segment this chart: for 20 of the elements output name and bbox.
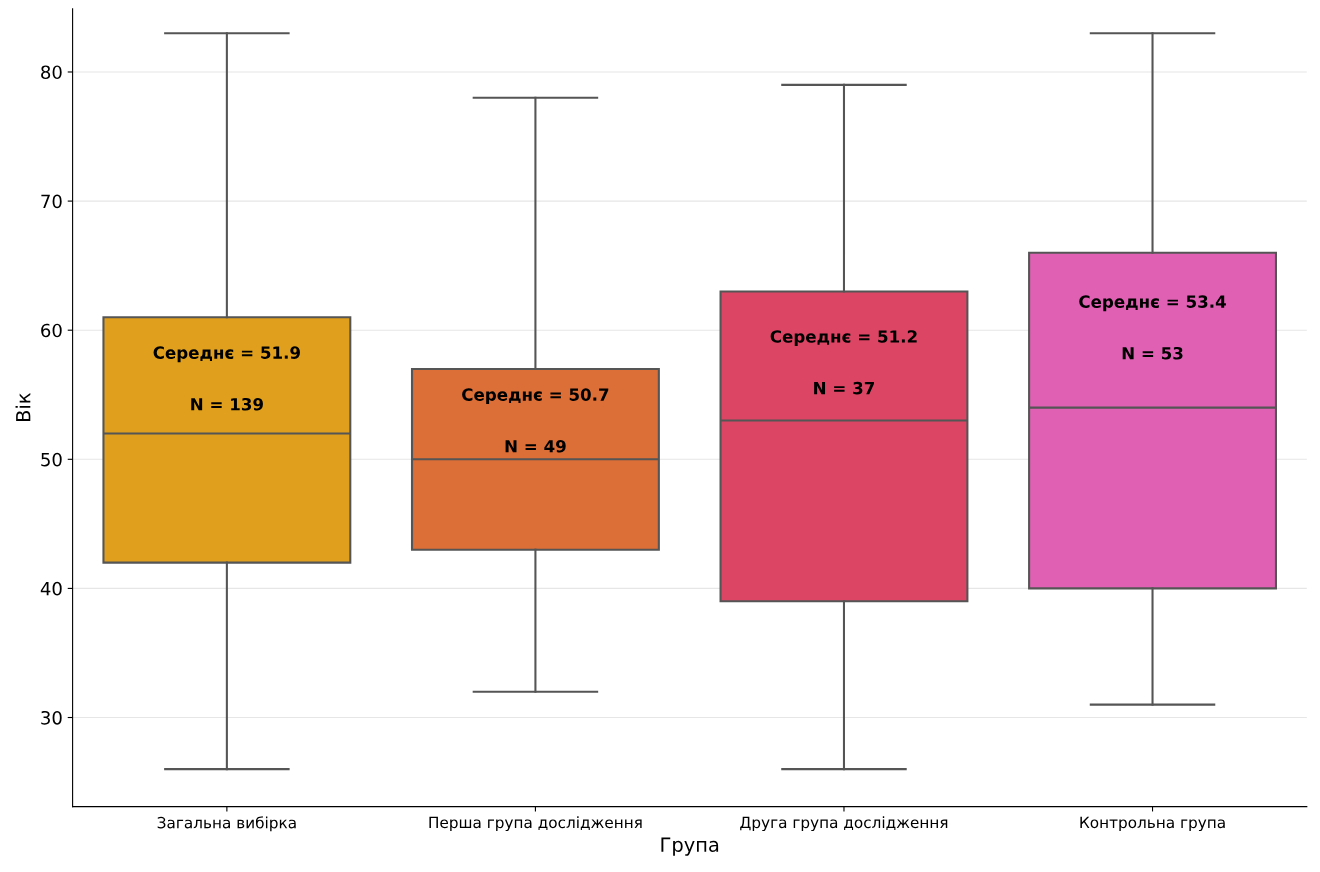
x-tick-label: Контрольна група [1080,816,1225,832]
annotation: N = 49 [505,439,566,453]
annotation: N = 37 [814,381,875,395]
y-tick-label: 70 [41,194,62,209]
y-tick-label: 40 [40,581,62,596]
annotation: Середнє = 53.4 [1079,295,1226,312]
annotation: Середнє = 51.2 [770,330,917,347]
y-tick-label: 60 [41,323,62,338]
annotation: Середнє = 50.7 [462,388,609,405]
y-tick-label: 80 [41,65,62,80]
x-tick-label: Друга група дослідження [740,816,948,832]
annotation: Середнє = 51.9 [153,346,300,363]
x-axis-title: Група [661,837,719,856]
x-tick-label: Загальна вибірка [157,816,296,832]
y-axis-title: Вік [15,393,31,421]
x-tick-label: Перша група дослідження [429,816,642,832]
y-tick-label: 30 [41,710,62,725]
y-tick-label: 50 [41,452,62,467]
annotation: N = 53 [1122,346,1183,360]
annotation: N = 139 [191,397,263,411]
